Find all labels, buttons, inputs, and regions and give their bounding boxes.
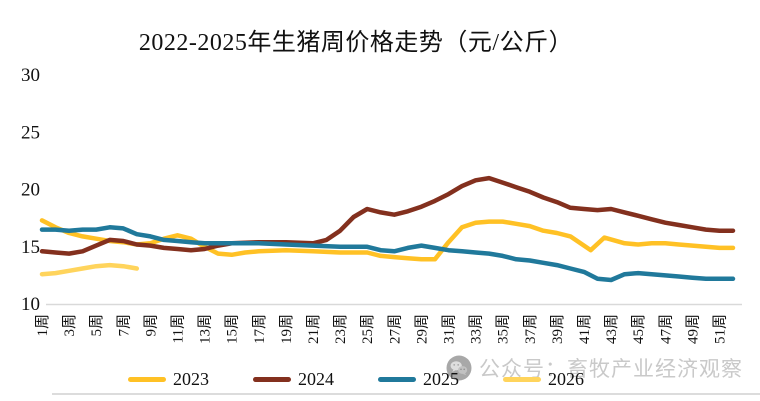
x-tick-label: 1周 bbox=[34, 314, 51, 337]
x-tick-label: 29周 bbox=[413, 314, 430, 344]
legend-item-2023: 2023 bbox=[128, 369, 209, 390]
x-tick-label: 31周 bbox=[440, 314, 457, 344]
y-tick-label: 10 bbox=[21, 294, 40, 315]
legend-item-2026: 2026 bbox=[503, 369, 584, 390]
x-tick-label: 33周 bbox=[468, 314, 485, 344]
legend-swatch-2023 bbox=[128, 377, 166, 382]
x-tick-label: 45周 bbox=[630, 314, 647, 344]
x-tick-label: 9周 bbox=[142, 314, 159, 337]
x-tick-label: 3周 bbox=[61, 314, 78, 337]
y-tick-label: 30 bbox=[21, 65, 40, 86]
series-line-2024 bbox=[39, 175, 736, 256]
y-tick-label: 15 bbox=[21, 237, 40, 258]
x-tick-label: 11周 bbox=[169, 314, 186, 343]
legend-item-2024: 2024 bbox=[253, 369, 334, 390]
bottom-divider bbox=[52, 393, 760, 395]
x-tick-label: 15周 bbox=[224, 314, 241, 344]
x-tick-label: 7周 bbox=[115, 314, 132, 337]
series-line-2023 bbox=[39, 218, 736, 262]
x-tick-label: 5周 bbox=[88, 314, 105, 337]
legend-label-2023: 2023 bbox=[173, 369, 209, 389]
x-tick-label: 49周 bbox=[684, 314, 701, 344]
legend-label-2025: 2025 bbox=[423, 369, 459, 389]
y-tick-label: 20 bbox=[21, 180, 40, 201]
x-tick-label: 39周 bbox=[549, 314, 566, 344]
series-line-2026 bbox=[39, 262, 140, 277]
legend-swatch-2026 bbox=[503, 377, 541, 382]
legend-label-2024: 2024 bbox=[298, 369, 334, 389]
x-tick-label: 27周 bbox=[386, 314, 403, 344]
x-tick-label: 25周 bbox=[359, 314, 376, 344]
x-tick-label: 41周 bbox=[576, 314, 593, 344]
x-tick-label: 13周 bbox=[197, 314, 214, 344]
x-tick-label: 21周 bbox=[305, 314, 322, 344]
legend-label-2026: 2026 bbox=[548, 369, 584, 389]
x-tick-label: 43周 bbox=[603, 314, 620, 344]
legend-swatch-2024 bbox=[253, 377, 291, 382]
x-tick-label: 23周 bbox=[332, 314, 349, 344]
x-tick-label: 37周 bbox=[522, 314, 539, 344]
x-tick-label: 17周 bbox=[251, 314, 268, 344]
x-tick-label: 19周 bbox=[278, 314, 295, 344]
watermark-text: 公众号：畜牧产业经济观察 bbox=[479, 358, 743, 381]
y-tick-label: 25 bbox=[21, 122, 40, 143]
watermark: 公众号：畜牧产业经济观察 bbox=[446, 353, 743, 383]
legend-item-2025: 2025 bbox=[378, 369, 459, 390]
series-line-2025 bbox=[39, 225, 736, 283]
x-tick-label: 51周 bbox=[711, 314, 728, 344]
wechat-icon bbox=[446, 355, 472, 381]
chart-title: 2022-2025年生猪周价格走势（元/公斤） bbox=[138, 30, 574, 56]
x-tick-label: 47周 bbox=[657, 314, 674, 344]
chart-legend: 2023 2024 2025 2026 bbox=[128, 369, 584, 390]
legend-swatch-2025 bbox=[378, 377, 416, 382]
x-tick-label: 35周 bbox=[495, 314, 512, 344]
